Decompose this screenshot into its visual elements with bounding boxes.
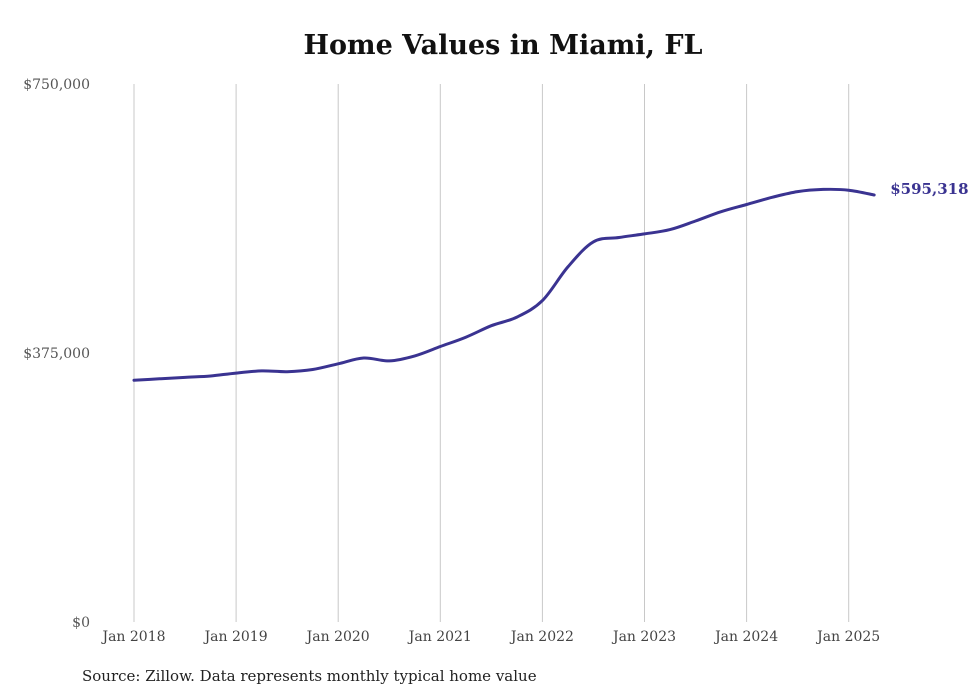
x-tick-label: Jan 2023	[611, 629, 676, 645]
x-axis: Jan 2018 Jan 2019 Jan 2020 Jan 2021 Jan 2022…	[100, 629, 880, 645]
y-tick-label: $0	[72, 615, 90, 631]
chart-title: Home Values in Miami, FL	[303, 30, 703, 61]
x-tick-label: Jan 2019	[203, 629, 268, 645]
series-line	[132, 187, 876, 382]
x-tick-label: Jan 2018	[100, 629, 165, 645]
x-tick-label: Jan 2022	[509, 629, 574, 645]
grid-lines	[133, 84, 850, 622]
y-tick-label: $750,000	[23, 77, 90, 93]
x-tick-label: Jan 2024	[713, 629, 778, 645]
source-note: Source: Zillow. Data represents monthly …	[82, 667, 537, 685]
y-axis: $0 $375,000 $750,000	[23, 77, 90, 631]
last-value-label: $595,318	[890, 180, 968, 198]
y-tick-label: $375,000	[23, 346, 90, 362]
x-tick-label: Jan 2021	[407, 629, 472, 645]
x-tick-label: Jan 2025	[815, 629, 880, 645]
line-chart: $0$375,000$750,000 Jan 2018 Jan 2019 Jan 2…	[23, 77, 968, 645]
x-tick-label: Jan 2020	[305, 629, 370, 645]
